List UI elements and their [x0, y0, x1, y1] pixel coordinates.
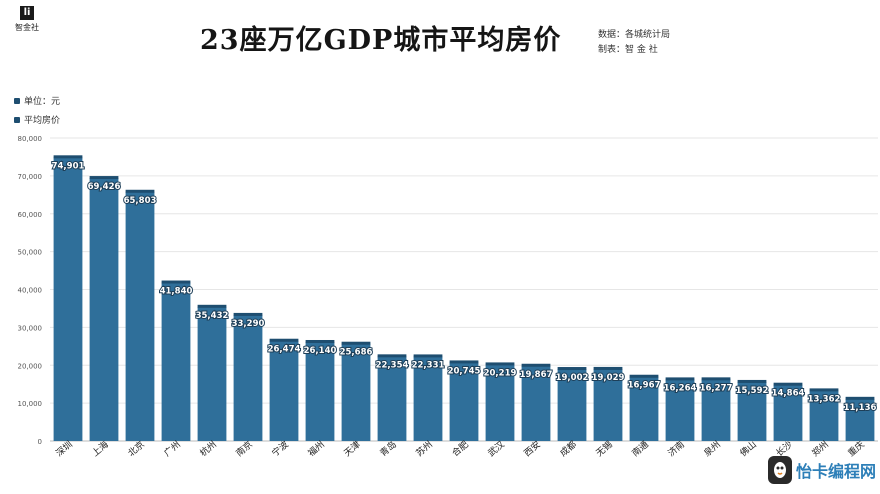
bar-cap	[269, 338, 299, 342]
y-tick-label: 80,000	[18, 135, 43, 143]
y-tick-label: 0	[38, 438, 42, 446]
data-label: 19,867	[520, 370, 553, 380]
bar	[737, 381, 767, 441]
data-label: 16,967	[628, 381, 661, 391]
x-tick-label: 无锡	[594, 439, 615, 459]
bar-cap	[485, 362, 515, 366]
bar	[665, 379, 695, 441]
data-label: 16,264	[664, 383, 697, 393]
data-label: 33,290	[232, 319, 265, 329]
bar-cap	[737, 379, 767, 383]
bar-cap	[125, 189, 155, 193]
bar	[557, 369, 587, 441]
data-label: 15,592	[736, 386, 769, 396]
legend-unit: 单位：元	[14, 94, 60, 107]
x-tick-label: 天津	[342, 439, 363, 459]
data-label: 16,277	[700, 383, 733, 393]
bar-cap	[701, 377, 731, 381]
bar-cap	[89, 176, 119, 180]
bar	[89, 178, 119, 442]
bar-cap	[341, 341, 371, 345]
bar	[629, 376, 659, 441]
logo: li 智金社	[10, 6, 44, 40]
bar-cap	[305, 339, 335, 343]
watermark-text: 怡卡编程网	[795, 462, 876, 481]
bar	[53, 157, 83, 441]
legend-unit-label: 单位：元	[24, 97, 61, 107]
data-label: 69,426	[88, 182, 121, 192]
bar	[161, 282, 191, 441]
bar	[521, 365, 551, 441]
data-label: 25,686	[340, 348, 373, 358]
bar	[809, 390, 839, 441]
data-label: 22,331	[412, 360, 445, 370]
bar	[413, 356, 443, 441]
bar	[485, 364, 515, 441]
data-label: 14,864	[772, 389, 805, 399]
legend-series: 平均房价	[14, 113, 60, 126]
bar	[377, 356, 407, 441]
data-label: 13,362	[808, 394, 841, 404]
legend-unit-swatch	[14, 97, 20, 104]
bar-cap	[809, 388, 839, 392]
bar	[125, 191, 155, 441]
data-label: 19,029	[592, 373, 625, 383]
legend-series-label: 平均房价	[24, 116, 61, 126]
bar	[449, 362, 479, 441]
bar	[305, 341, 335, 441]
data-label: 35,432	[196, 311, 229, 321]
data-label: 41,840	[160, 287, 193, 297]
bar-cap	[593, 366, 623, 370]
bar-cap	[845, 396, 875, 400]
bar	[593, 368, 623, 441]
bar-cap	[665, 377, 695, 381]
data-source: 数据：各城统计局	[598, 30, 671, 40]
data-label: 26,140	[304, 346, 337, 356]
bar-cap	[197, 304, 227, 308]
y-tick-label: 70,000	[18, 173, 43, 181]
data-label: 65,803	[124, 196, 157, 206]
legend-series-swatch	[14, 116, 20, 123]
rocket-bird-icon	[768, 456, 792, 484]
chart-credit: 制表：智 金 社	[598, 45, 658, 55]
data-label: 22,354	[376, 360, 409, 370]
bar	[233, 314, 263, 441]
chart-title: 23座万亿GDP城市平均房价	[200, 25, 562, 56]
bar-cap	[557, 367, 587, 371]
y-tick-label: 50,000	[18, 249, 43, 257]
bar-cap	[773, 382, 803, 386]
bar-cap	[629, 374, 659, 378]
data-label: 19,002	[556, 373, 589, 383]
bar	[341, 343, 371, 441]
data-label: 20,219	[484, 368, 517, 378]
data-label: 26,474	[268, 345, 301, 355]
y-tick-label: 20,000	[18, 362, 43, 370]
y-tick-label: 40,000	[18, 287, 43, 295]
y-tick-label: 30,000	[18, 324, 43, 332]
bar-cap	[53, 155, 83, 159]
data-label: 74,901	[52, 161, 85, 171]
bar	[197, 306, 227, 441]
logo-mark: li	[20, 6, 34, 20]
bar-cap	[413, 354, 443, 358]
y-tick-label: 60,000	[18, 211, 43, 219]
y-tick-label: 10,000	[18, 400, 43, 408]
bar-cap	[233, 312, 263, 316]
bar-cap	[377, 354, 407, 358]
bar	[845, 398, 875, 441]
bar-cap	[521, 363, 551, 367]
bar-cap	[449, 360, 479, 364]
logo-name: 智金社	[15, 23, 39, 32]
bar	[701, 379, 731, 441]
bar-cap	[161, 280, 191, 284]
bar	[269, 340, 299, 441]
data-label: 11,136	[844, 403, 877, 413]
x-tick-label: 深圳	[54, 439, 75, 459]
watermark: 怡卡编程网	[768, 452, 876, 488]
bar	[773, 384, 803, 441]
data-label: 20,745	[448, 366, 481, 376]
